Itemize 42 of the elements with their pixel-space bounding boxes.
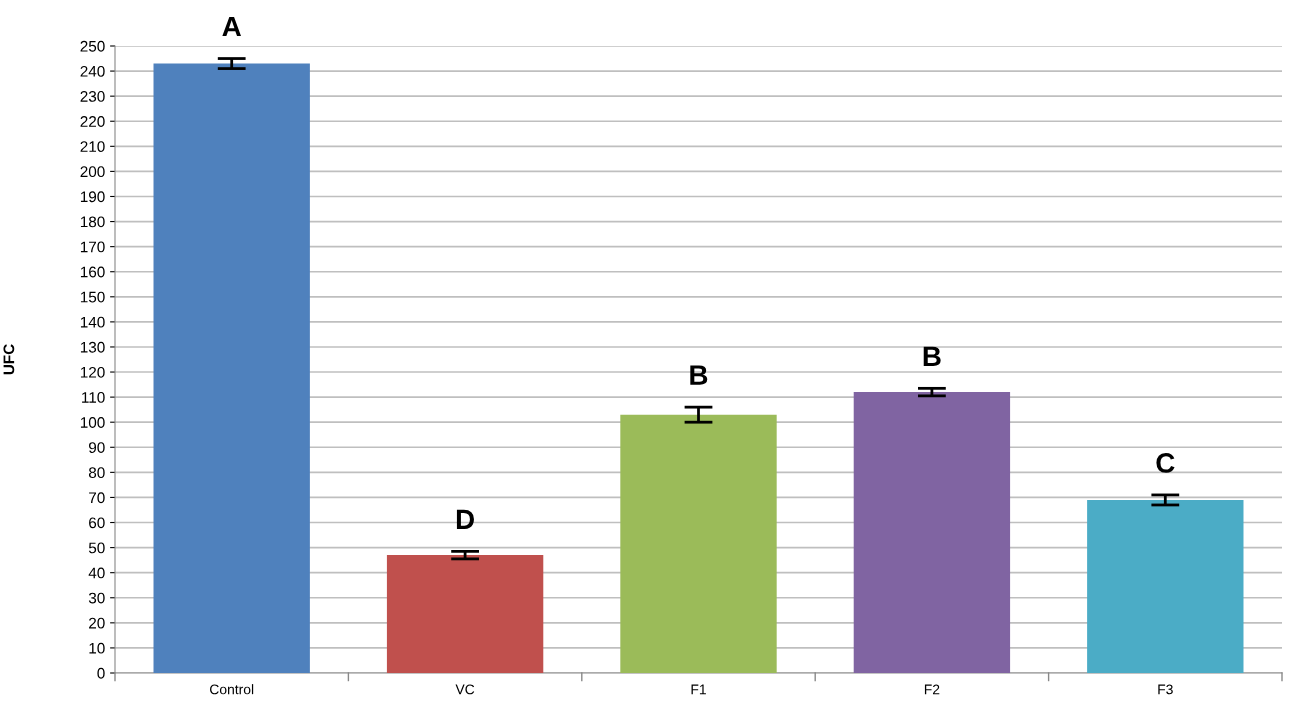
y-tick-label: 180	[80, 216, 105, 228]
y-tick-label: 90	[89, 442, 105, 453]
y-tick-label: 120	[80, 366, 105, 378]
y-tick-label: 30	[88, 592, 105, 604]
y-tick-label: 100	[80, 417, 105, 428]
y-tick-label: 40	[88, 567, 105, 579]
y-tick-label: 10	[89, 642, 105, 654]
x-tick-label: F3	[1158, 684, 1173, 695]
y-tick-label: 140	[80, 316, 105, 328]
bar	[153, 63, 310, 673]
y-tick-label: 150	[80, 291, 105, 303]
annotation: B	[690, 365, 708, 385]
y-tick-label: 80	[88, 467, 105, 479]
x-tick-label: F2	[924, 684, 940, 695]
y-tick-label: 220	[80, 116, 105, 127]
y-axis-title: UFC	[3, 344, 15, 375]
y-tick-label: 250	[80, 40, 105, 52]
annotation: B	[923, 346, 941, 366]
x-tick-label: Control	[210, 684, 254, 695]
annotation: A	[222, 17, 241, 37]
annotation: D	[456, 509, 474, 529]
y-tick-label: 60	[89, 517, 105, 529]
x-tick-label: F1	[691, 684, 706, 695]
y-tick-label: 110	[82, 391, 105, 403]
y-tick-label: 160	[80, 266, 105, 278]
y-tick-label: 20	[89, 617, 105, 629]
y-tick-label: 130	[80, 341, 105, 353]
y-tick-label: 240	[80, 65, 105, 77]
bar	[620, 414, 777, 673]
bar	[1087, 499, 1244, 673]
y-tick-label: 210	[80, 141, 105, 153]
annotation: C	[1156, 453, 1175, 473]
x-tick-label: VC	[455, 684, 475, 695]
y-tick-label: 50	[88, 542, 105, 554]
bar	[853, 392, 1011, 673]
y-tick-label: 170	[80, 241, 105, 253]
y-tick-label: 230	[80, 91, 105, 102]
y-tick-label: 190	[80, 191, 105, 203]
bar	[386, 555, 544, 673]
y-tick-label: 0	[97, 667, 105, 679]
y-tick-label: 70	[89, 492, 105, 504]
y-tick-label: 200	[80, 166, 105, 178]
